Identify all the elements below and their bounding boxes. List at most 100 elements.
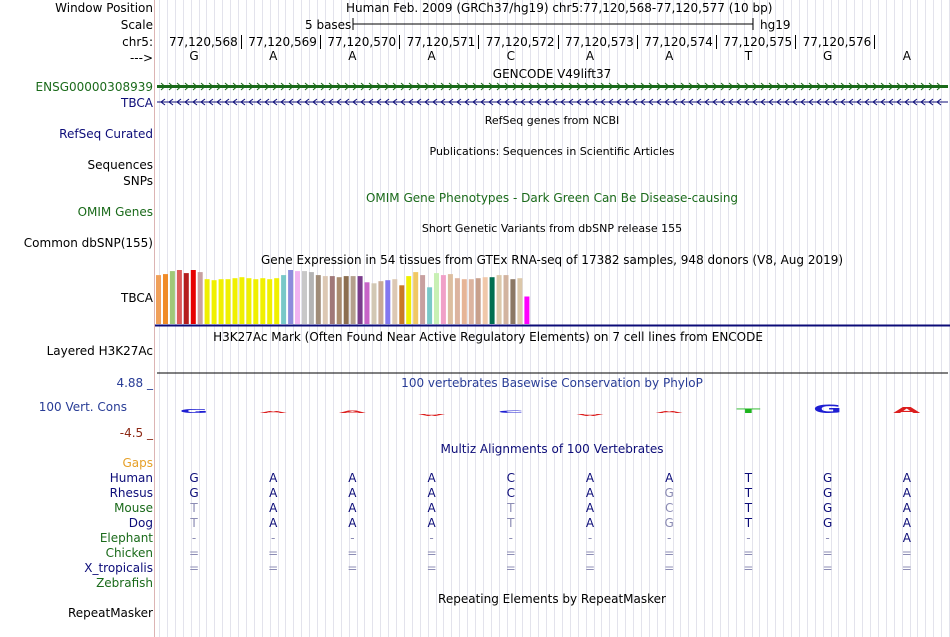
alignment-base: A [585,516,595,530]
omim-track-title[interactable]: OMIM Gene Phenotypes - Dark Green Can Be… [365,191,739,205]
gtex-tissue-bar [413,272,419,324]
grid-line [783,0,785,637]
phylop-base-glyph: G [813,403,842,417]
strand-chevron [160,82,166,91]
gtex-bar-chart[interactable] [155,266,950,328]
gtex-tissue-bar [163,274,168,324]
species-label[interactable]: Human [109,471,153,485]
strand-chevron [448,98,454,106]
alignment-base: - [587,531,593,545]
strand-chevron [840,82,846,91]
pubs-track-title[interactable]: Publications: Sequences in Scientific Ar… [429,145,675,158]
h3k27ac-track-title[interactable]: H3K27Ac Mark (Often Found Near Active Re… [213,330,763,344]
grid-line [522,0,524,637]
species-label[interactable]: Rhesus [109,486,153,500]
strand-chevron [344,82,350,91]
alignment-base: A [348,486,357,500]
grid-line [293,0,295,637]
strand-chevron [728,82,734,91]
strand-chevron [456,82,462,91]
refseq-track-title[interactable]: RefSeq genes from NCBI [484,114,620,127]
strand-chevron [352,82,358,91]
grid-line [656,0,658,637]
omim-track-label[interactable]: OMIM Genes [77,205,153,219]
alignment-base: - [350,531,355,545]
alignment-base: T [507,501,515,515]
gtex-tissue-bar [239,277,245,324]
gencode-track-title[interactable]: GENCODE V49lift37 [492,67,612,81]
h3k27ac-track-label[interactable]: Layered H3K27Ac [46,344,153,358]
strand-chevron [752,98,758,106]
repeatmasker-track-title[interactable]: Repeating Elements by RepeatMasker [438,592,666,606]
gene-name-label[interactable]: TBCA [121,96,153,110]
refseq-track-label[interactable]: RefSeq Curated [59,127,153,141]
grid-line [593,0,595,637]
track-area[interactable]: Human Feb. 2009 (GRCh37/hg19) chr5:77,12… [155,0,950,637]
phylop-min-label: -4.5 _ [119,426,153,440]
repeatmasker-track-label[interactable]: RepeatMasker [67,606,153,620]
strand-chevron [824,98,830,106]
strand-chevron [728,98,734,106]
gtex-tissue-bar [510,279,516,324]
gtex-tissue-bar [183,273,189,324]
gtex-tissue-bar [260,278,266,324]
alignment-base: = [505,546,516,560]
strand-chevron [912,82,918,91]
strand-chevron [304,98,310,106]
strand-chevron [312,98,318,106]
gtex-tissue-bar [371,283,377,324]
species-label[interactable]: Elephant [99,531,153,545]
species-label[interactable]: X_tropicalis [84,561,153,575]
alignment-base: T [744,516,753,530]
strand-chevron [440,98,446,106]
ruler-position: 77,120,568 [169,35,242,49]
dbsnp-track-title[interactable]: Short Genetic Variants from dbSNP releas… [421,222,683,235]
strand-chevron [664,98,670,106]
alignment-base: T [190,516,198,530]
alignment-base: A [585,486,595,500]
multiz-track-title[interactable]: Multiz Alignments of 100 Vertebrates [440,442,664,456]
phylop-track-title[interactable]: 100 vertebrates Basewise Conservation by… [401,376,703,390]
dbsnp-track-label[interactable]: Common dbSNP(155) [23,236,153,250]
phylop-track-label[interactable]: 100 Vert. Cons [38,400,127,414]
strand-chevron [704,98,710,106]
gtex-track-label[interactable]: TBCA [121,291,153,305]
gtex-tissue-bar [204,279,210,324]
panel-divider [154,0,155,637]
strand-chevron [384,98,390,106]
strand-chevron [552,98,558,106]
gene-models[interactable] [155,81,950,109]
strand-chevron [464,82,470,91]
species-label[interactable]: Zebrafish [96,576,153,590]
position-header: Human Feb. 2009 (GRCh37/hg19) chr5:77,12… [346,1,773,15]
strand-chevron [576,98,582,106]
species-label[interactable]: Dog [128,516,153,530]
strand-chevron [280,82,286,91]
gene-id-label[interactable]: ENSG00000308939 [35,80,153,94]
gtex-tissue-bar [315,275,321,324]
gtex-tissue-bar [496,275,502,324]
grid-line [538,0,540,637]
grid-line [648,0,650,637]
strand-chevron [888,98,894,106]
alignment-base: A [585,501,595,515]
gtex-track-title[interactable]: Gene Expression in 54 tissues from GTEx … [260,253,844,267]
sequences-track-label[interactable]: Sequences [87,158,153,172]
strand-chevron [608,82,614,91]
species-label[interactable]: Chicken [105,546,153,560]
strand-chevron [200,98,206,106]
strand-chevron [584,98,590,106]
strand-chevron [920,82,926,91]
strand-chevron [760,82,766,91]
species-label[interactable]: Mouse [114,501,153,515]
scale-assembly-label: hg19 [760,18,791,32]
strand-chevron [744,98,750,106]
alignment-base: A [427,486,436,500]
strand-chevron [200,82,206,91]
strand-chevron [528,82,534,91]
snps-track-label[interactable]: SNPs [123,174,153,188]
strand-chevron [456,98,462,106]
strand-chevron [416,82,422,91]
strand-chevron [368,98,374,106]
